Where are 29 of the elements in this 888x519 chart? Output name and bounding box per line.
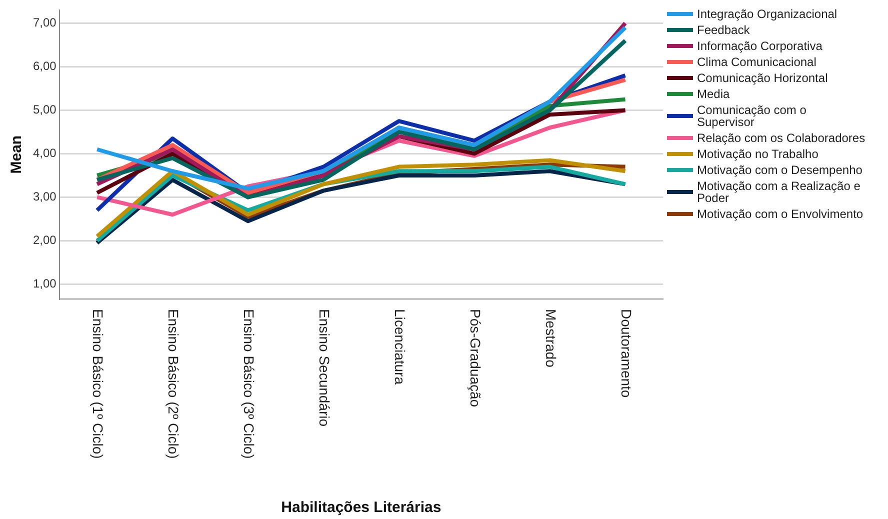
x-tick-label: Ensino Básico (1º Ciclo) [90,309,106,459]
legend-label: Relação com os Colaboradores [697,131,866,145]
legend-label: Motivação com o Envolvimento [697,207,864,221]
y-tick-label: 6,00 [32,59,57,74]
x-tick-label: Licenciatura [392,309,408,385]
y-tick-label: 4,00 [32,146,57,160]
legend-label: Informação Corporativa [697,39,822,53]
legend-label: Clima Comunicacional [697,55,816,69]
x-tick-label: Mestrado [542,309,559,368]
legend-label: Motivação com a Realização e Poder [697,179,862,205]
legend-label: Comunicação Horizontal [697,71,828,85]
legend-label: Feedback [697,23,750,37]
y-tick-label: 7,00 [32,16,57,30]
y-axis-title: Mean [8,135,26,174]
y-tick-label: 3,00 [32,190,57,204]
legend-label: Comunicação com o Supervisor [697,103,808,129]
legend-label: Motivação no Trabalho [697,147,818,161]
legend-label: Motivação com o Desempenho [697,163,862,177]
x-tick-label: Ensino Secundário [316,309,333,427]
x-tick-label: Pós-Graduação [468,309,484,408]
x-tick-label: Ensino Básico (2º Ciclo) [166,309,182,459]
x-tick-label: Doutoramento [618,309,634,398]
y-tick-label: 5,00 [32,102,57,117]
x-tick-label: Ensino Básico (3º Ciclo) [241,309,258,459]
y-tick-label: 2,00 [32,233,57,248]
y-tick-label: 1,00 [32,276,57,291]
legend-label: Media [697,87,730,101]
x-axis-title: Habilitações Literárias [281,499,442,516]
legend-label: Integração Organizacional [697,7,838,21]
